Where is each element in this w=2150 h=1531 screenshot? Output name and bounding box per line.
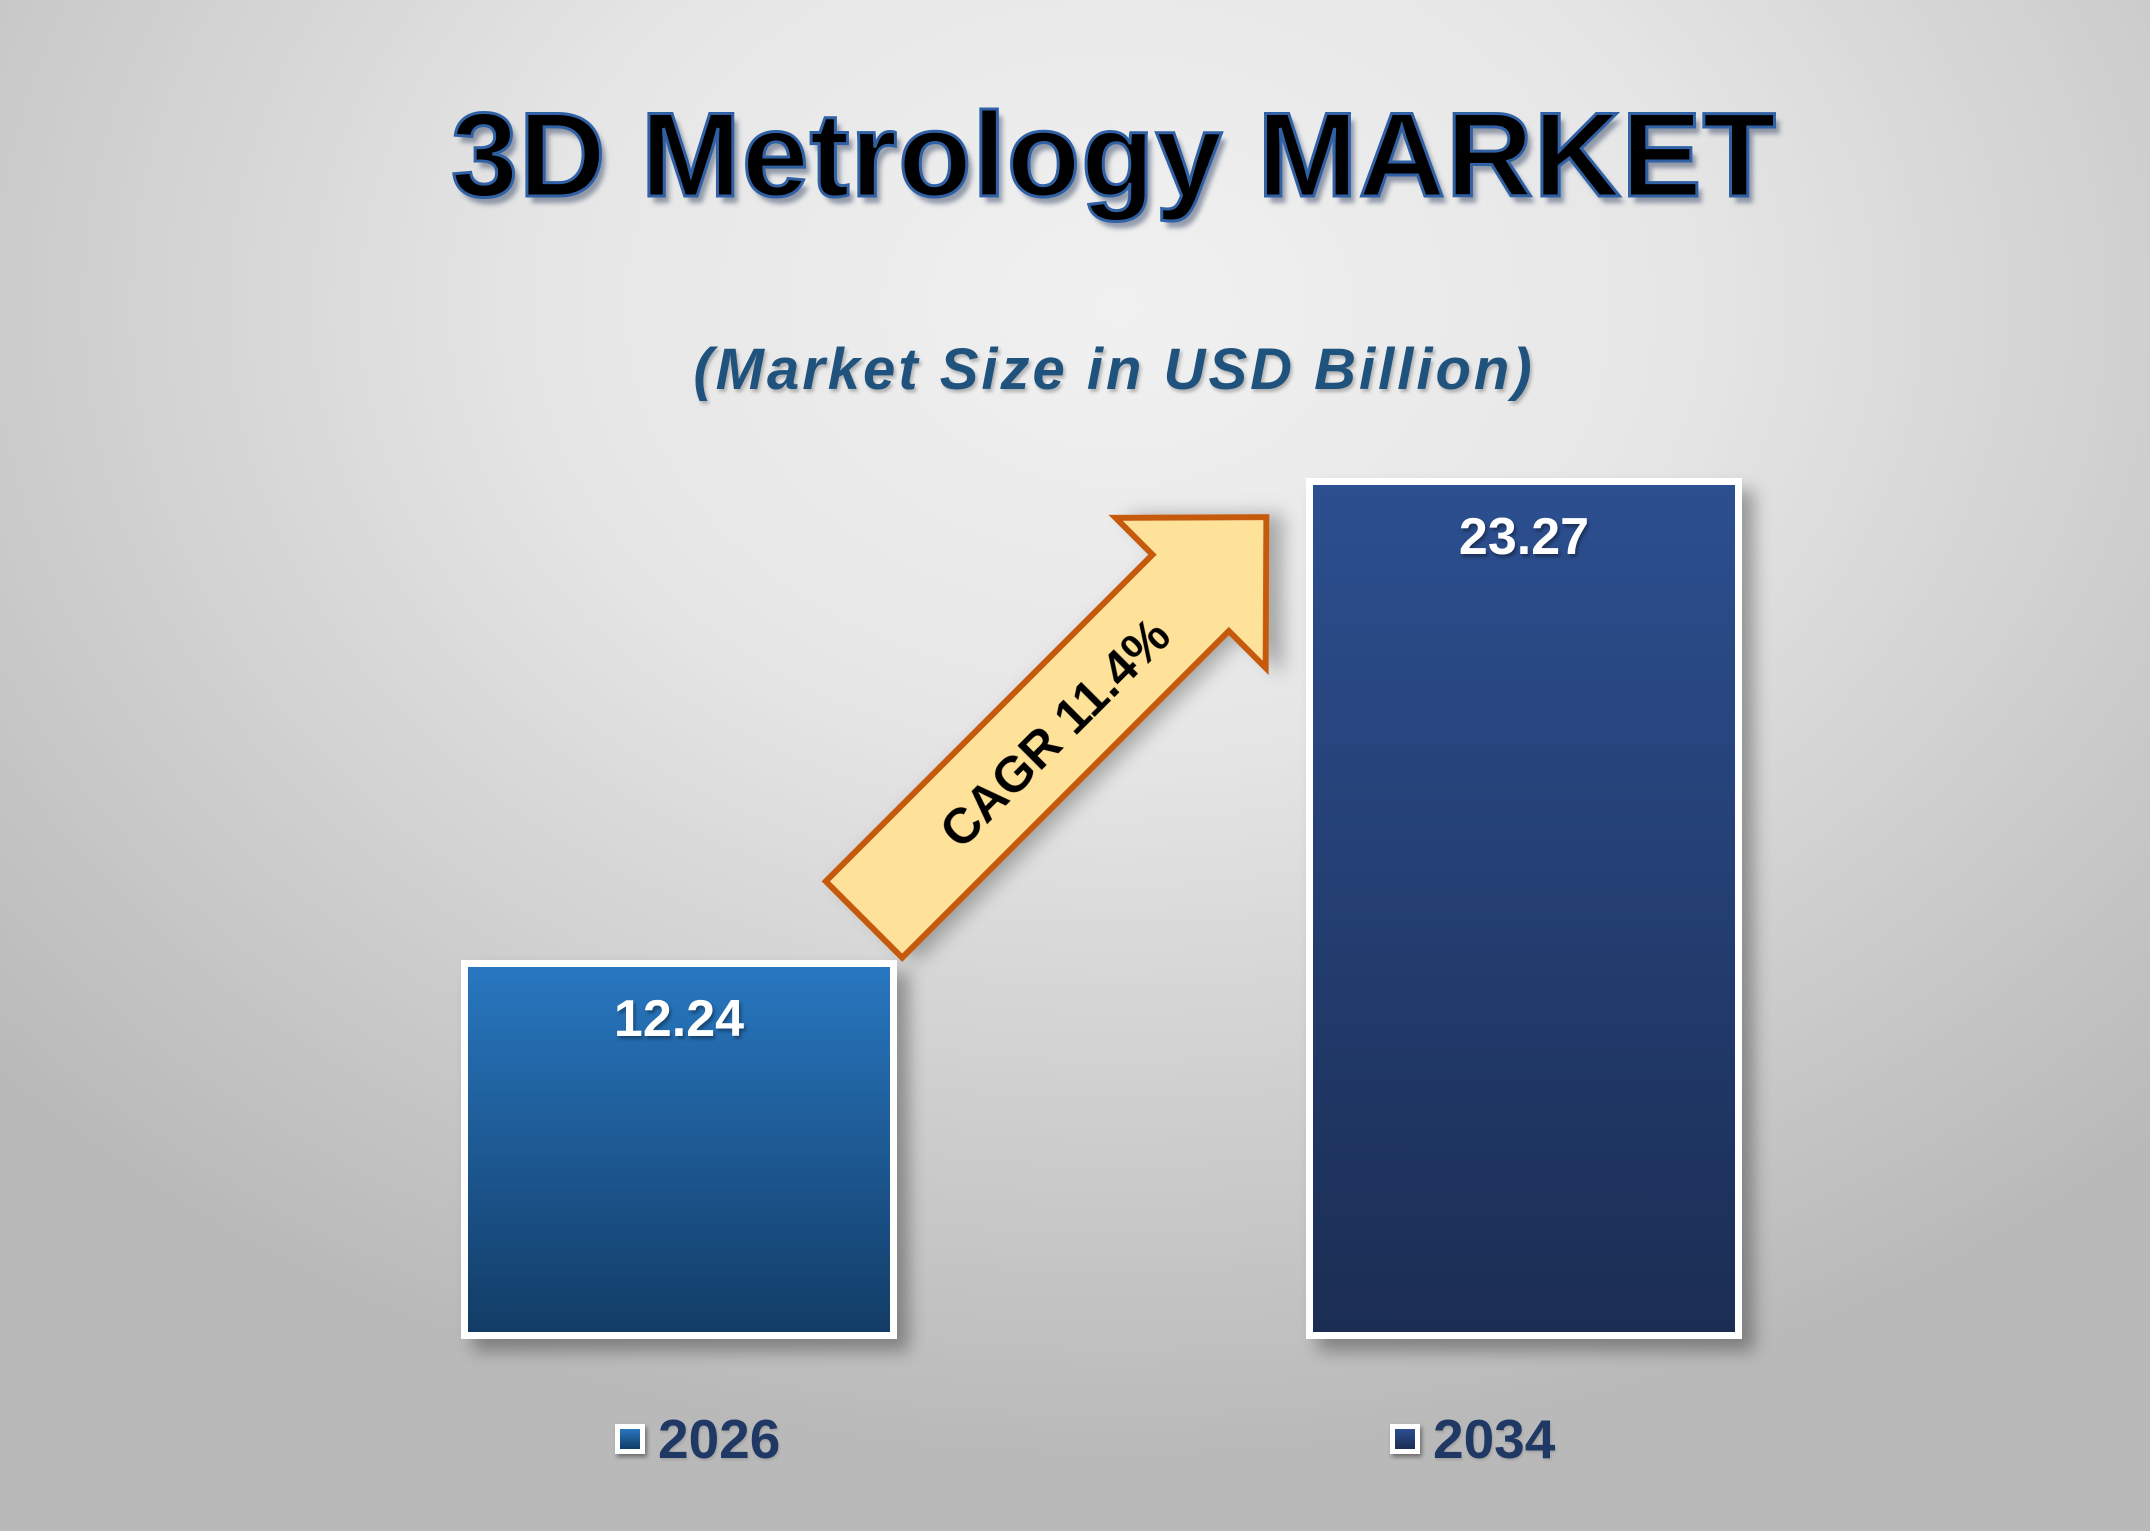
chart-subtitle: (Market Size in USD Billion)	[693, 337, 1535, 402]
bar-2034: 23.27	[1306, 478, 1742, 1339]
legend-label-2034: 2034	[1433, 1408, 1556, 1470]
legend-item-2026: 2026	[615, 1409, 780, 1470]
legend-item-2034: 2034	[1390, 1409, 1555, 1470]
bar-2026: 12.24	[461, 960, 897, 1339]
legend-swatch-2034-icon	[1390, 1424, 1420, 1455]
cagr-arrow-icon	[821, 514, 1270, 962]
legend-label-2026: 2026	[658, 1408, 781, 1470]
bar-2026-value-label: 12.24	[613, 990, 745, 1048]
chart-title: 3D Metrology MARKET	[450, 87, 1778, 224]
legend-swatch-2026-icon	[615, 1424, 645, 1455]
cagr-arrow-label: CAGR 11.4%	[929, 607, 1181, 859]
bar-2034-value-label: 23.27	[1458, 508, 1590, 566]
